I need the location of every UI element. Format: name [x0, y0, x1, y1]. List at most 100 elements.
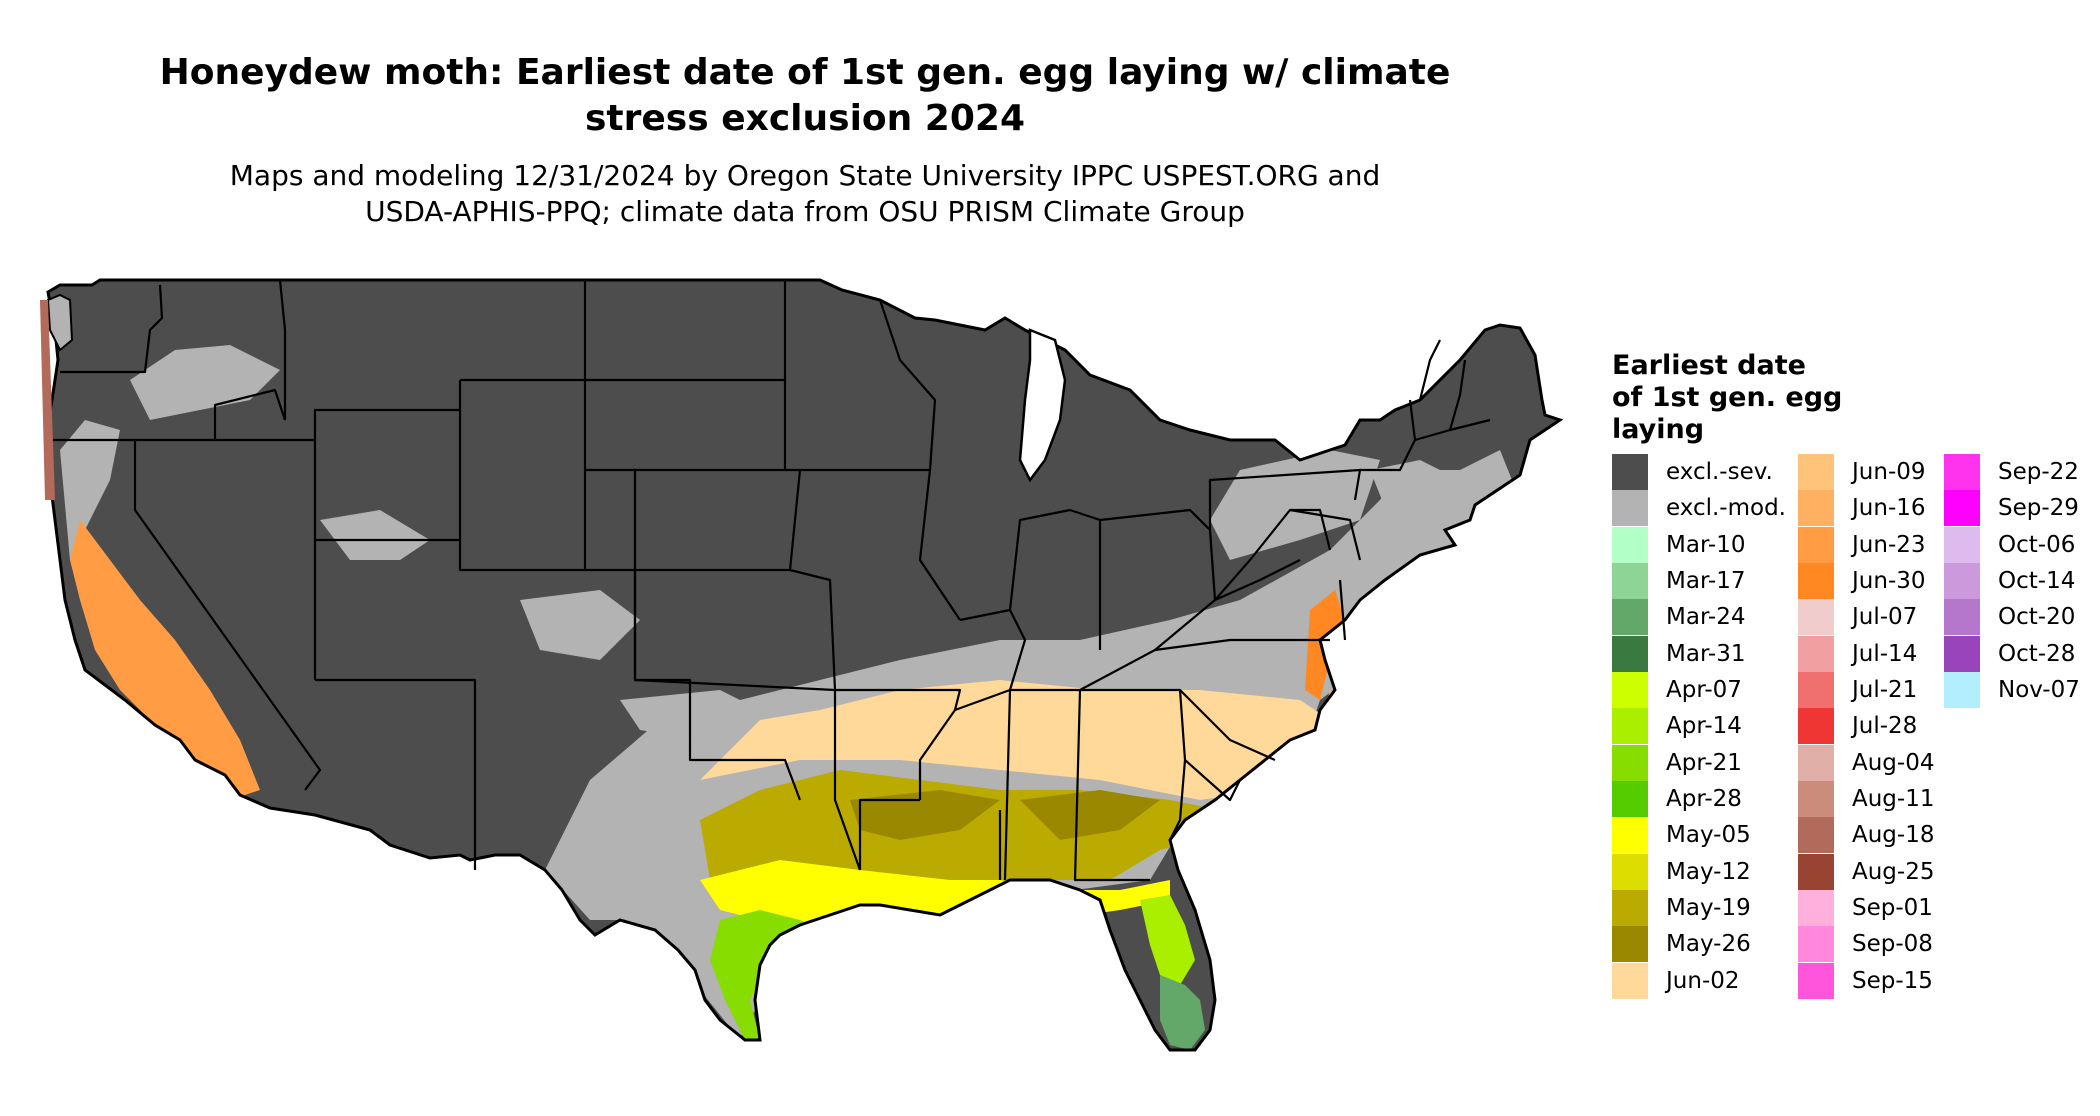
- legend-item: Jun-16: [1798, 490, 1998, 527]
- legend-swatch: [1612, 817, 1648, 854]
- legend-swatch: [1798, 744, 1834, 781]
- legend-label: Oct-20: [1998, 604, 2076, 631]
- map-title: Honeydew moth: Earliest date of 1st gen.…: [100, 50, 1510, 142]
- legend-item: Apr-14: [1612, 708, 1812, 745]
- legend-swatch: [1798, 599, 1834, 636]
- legend-item: May-26: [1612, 926, 1812, 963]
- legend-swatch: [1798, 817, 1834, 854]
- legend-item: Jul-07: [1798, 599, 1998, 636]
- legend-label: Jun-09: [1852, 459, 1926, 485]
- legend-item: Apr-28: [1612, 781, 1812, 818]
- legend-swatch: [1612, 672, 1648, 709]
- legend-title-line-2: of 1st gen. egg: [1612, 382, 1843, 413]
- legend-swatch: [1612, 526, 1648, 563]
- legend-item: Jun-02: [1612, 962, 1812, 999]
- legend-label: Sep-08: [1852, 931, 1933, 958]
- legend-swatch: [1944, 672, 1980, 709]
- legend-label: May-12: [1666, 858, 1751, 885]
- legend-swatch: [1944, 454, 1980, 490]
- legend-label: Aug-18: [1852, 822, 1935, 849]
- legend-label: Nov-07: [1998, 677, 2080, 704]
- legend-label: May-19: [1666, 895, 1751, 922]
- legend-swatch: [1798, 526, 1834, 563]
- legend-label: Mar-24: [1666, 604, 1746, 631]
- legend-label: excl.-mod.: [1666, 495, 1786, 522]
- legend-swatch: [1944, 563, 1980, 600]
- legend-item: Aug-11: [1798, 781, 1998, 818]
- legend-item: Apr-21: [1612, 744, 1812, 781]
- legend-item: Oct-28: [1944, 635, 2100, 672]
- legend-swatch: [1798, 708, 1834, 745]
- map-title-line-2: stress exclusion 2024: [585, 98, 1025, 139]
- legend-item: Oct-06: [1944, 526, 2100, 563]
- legend-swatch: [1612, 744, 1648, 781]
- legend-title-line-3: laying: [1612, 414, 1705, 445]
- legend-label: Jun-16: [1852, 495, 1926, 522]
- legend-item: Oct-14: [1944, 563, 2100, 600]
- us-map: [40, 278, 1562, 1052]
- legend-label: Apr-14: [1666, 713, 1742, 740]
- legend-item: Mar-17: [1612, 563, 1812, 600]
- legend-swatch: [1612, 708, 1648, 745]
- legend-swatch: [1798, 454, 1834, 490]
- map-title-line-1: Honeydew moth: Earliest date of 1st gen.…: [159, 52, 1451, 93]
- legend-swatch: [1612, 853, 1648, 890]
- legend-item: May-05: [1612, 817, 1812, 854]
- legend-item: Jul-14: [1798, 635, 1998, 672]
- legend-swatch: [1944, 526, 1980, 563]
- legend-label: Aug-25: [1852, 858, 1935, 885]
- map-subtitle: Maps and modeling 12/31/2024 by Oregon S…: [100, 158, 1510, 230]
- legend-swatch: [1612, 563, 1648, 600]
- legend-swatch: [1798, 962, 1834, 999]
- map-subtitle-line-1: Maps and modeling 12/31/2024 by Oregon S…: [229, 159, 1381, 192]
- legend-item: Jul-28: [1798, 708, 1998, 745]
- legend-label: Jul-21: [1852, 677, 1918, 704]
- legend-swatch: [1798, 563, 1834, 600]
- legend-item: Aug-25: [1798, 853, 1998, 890]
- legend-label: Jul-07: [1852, 604, 1918, 631]
- legend-item: Sep-08: [1798, 926, 1998, 963]
- legend-swatch: [1612, 635, 1648, 672]
- legend-item: excl.-mod.: [1612, 490, 1812, 527]
- legend-swatch: [1798, 926, 1834, 963]
- legend-label: May-05: [1666, 822, 1751, 849]
- legend-swatch: [1944, 490, 1980, 527]
- legend-swatch: [1612, 962, 1648, 999]
- legend-swatch: [1798, 672, 1834, 709]
- legend-label: Oct-14: [1998, 568, 2076, 595]
- legend-label: Mar-31: [1666, 640, 1746, 667]
- legend-label: excl.-sev.: [1666, 459, 1773, 485]
- legend-swatch: [1612, 781, 1648, 818]
- legend-label: Apr-28: [1666, 786, 1742, 813]
- legend-item: Nov-07: [1944, 672, 2100, 709]
- legend-label: Oct-06: [1998, 531, 2076, 558]
- legend-column: excl.-sev. excl.-mod. Mar-10 Mar-17 Mar-24 Ma…: [1612, 454, 1812, 999]
- legend-item: excl.-sev.: [1612, 454, 1812, 490]
- legend-column: Sep-22 Sep-29 Oct-06 Oct-14 Oct-20 Oct-28 Nov-…: [1944, 454, 2100, 709]
- legend-item: Sep-01: [1798, 890, 1998, 927]
- legend-item: Aug-04: [1798, 744, 1998, 781]
- legend-label: Sep-01: [1852, 895, 1933, 922]
- legend-item: May-19: [1612, 890, 1812, 927]
- legend-item: Apr-07: [1612, 672, 1812, 709]
- legend-swatch: [1798, 490, 1834, 527]
- legend-item: Aug-18: [1798, 817, 1998, 854]
- legend-column: Jun-09 Jun-16 Jun-23 Jun-30 Jul-07 Jul-14 Jul-…: [1798, 454, 1998, 999]
- legend-label: Oct-28: [1998, 640, 2076, 667]
- legend-item: Mar-24: [1612, 599, 1812, 636]
- legend-item: Oct-20: [1944, 599, 2100, 636]
- legend-label: Jun-30: [1852, 568, 1926, 595]
- legend-label: Mar-17: [1666, 568, 1746, 595]
- legend-item: Mar-10: [1612, 526, 1812, 563]
- legend-label: Jun-23: [1852, 531, 1926, 558]
- legend-swatch: [1798, 635, 1834, 672]
- legend-swatch: [1612, 926, 1648, 963]
- legend-swatch: [1612, 890, 1648, 927]
- map-subtitle-line-2: USDA-APHIS-PPQ; climate data from OSU PR…: [365, 195, 1245, 228]
- legend-item: Jun-09: [1798, 454, 1998, 490]
- legend-label: Jul-14: [1852, 640, 1918, 667]
- legend-label: Aug-11: [1852, 786, 1935, 813]
- legend-label: Apr-21: [1666, 749, 1742, 776]
- legend-title: Earliest date of 1st gen. egg laying: [1612, 350, 1912, 446]
- legend-label: Sep-29: [1998, 495, 2079, 522]
